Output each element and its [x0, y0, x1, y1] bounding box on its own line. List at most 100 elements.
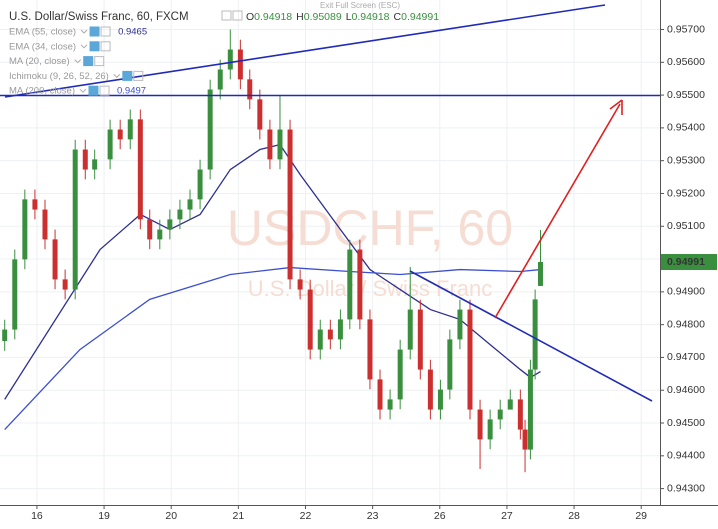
legend-icon[interactable]	[94, 56, 105, 67]
ohlc-letter: C	[394, 11, 402, 23]
legend-entry: MA (20, close)	[9, 56, 70, 67]
x-tick-label: 16	[31, 510, 43, 522]
legend-icon[interactable]	[88, 85, 99, 96]
candle-body	[487, 419, 493, 440]
candle-body	[147, 219, 153, 240]
candle-body	[522, 429, 528, 450]
legend-dropdown[interactable]	[113, 74, 121, 79]
candle-body	[127, 119, 133, 140]
candle-body	[32, 199, 38, 210]
x-tick-label: 21	[233, 510, 245, 522]
legend-icon[interactable]	[221, 10, 232, 21]
candle-body	[537, 262, 543, 286]
candle-body	[12, 259, 18, 330]
candle-body	[437, 389, 443, 410]
candle-body	[347, 249, 353, 320]
candle-body	[457, 309, 463, 340]
chart-title: U.S. Dollar/Swiss Franc, 60, FXCM	[9, 11, 189, 23]
candle-body	[177, 209, 183, 220]
candle-body	[227, 49, 233, 70]
candle-body	[217, 69, 223, 90]
ohlc-letter: L	[346, 11, 352, 23]
series	[2, 29, 543, 473]
grid	[0, 0, 660, 505]
legend-entry: EMA (34, close)	[9, 41, 76, 52]
legend-icon[interactable]	[100, 26, 111, 37]
candle-body	[532, 299, 538, 370]
y-tick-label: 0.94400	[667, 450, 705, 462]
candle-body	[107, 129, 113, 160]
candle-body	[367, 319, 373, 380]
ohlc-readout: O0.94918 H0.95089 L0.94918 C0.94991	[246, 11, 439, 23]
candle-body	[527, 369, 533, 450]
ohlc-letter: H	[296, 11, 304, 23]
last-price-label: 0.94991	[667, 256, 705, 268]
candle-body	[377, 379, 383, 410]
candle-body	[197, 169, 203, 200]
legend-value: 0.9497	[117, 86, 146, 97]
candle-body	[237, 49, 243, 80]
ohlc-value: 0.94918	[352, 11, 390, 23]
x-tick-label: 29	[635, 510, 647, 522]
candle-body	[447, 339, 453, 390]
candle-body	[22, 199, 28, 260]
candle-body	[397, 349, 403, 400]
candle-body	[157, 229, 163, 240]
candle-body	[387, 399, 393, 410]
candle-body	[317, 329, 323, 350]
legend-icon[interactable]	[99, 85, 110, 96]
ohlc-value: 0.95089	[304, 11, 342, 23]
legend-icon[interactable]	[133, 70, 144, 81]
x-tick-label: 19	[98, 510, 110, 522]
y-tick-label: 0.95600	[667, 56, 705, 68]
legend-icon[interactable]	[83, 56, 94, 67]
watermark-name: U.S. Dollar / Swiss Franc	[248, 276, 493, 301]
candle-body	[507, 399, 513, 410]
candle-body	[307, 289, 313, 350]
y-tick-label: 0.95300	[667, 154, 705, 166]
candle-body	[72, 149, 78, 290]
y-tick-label: 0.95100	[667, 220, 705, 232]
legend-entry: MA (200, close)	[9, 86, 75, 97]
y-tick-label: 0.95200	[667, 187, 705, 199]
candle-body	[42, 209, 48, 240]
ohlc-value: 0.94991	[401, 11, 439, 23]
y-tick-label: 0.94700	[667, 351, 705, 363]
legend-icon[interactable]	[89, 41, 100, 52]
legend-dropdown[interactable]	[80, 29, 88, 34]
ohlc-value: 0.94918	[254, 11, 292, 23]
candle-body	[517, 399, 523, 430]
legend-dropdown[interactable]	[74, 59, 82, 64]
candle-body	[137, 119, 143, 220]
trend-line	[409, 270, 653, 402]
x-tick-label: 20	[165, 510, 177, 522]
legend-dropdown[interactable]	[79, 88, 87, 93]
candle-body	[337, 319, 343, 340]
candle-body	[62, 279, 68, 290]
watermark: USDCHF, 60 U.S. Dollar / Swiss Franc	[227, 200, 513, 301]
legend-icon[interactable]	[89, 26, 100, 37]
candle-body	[417, 309, 423, 370]
watermark-symbol: USDCHF, 60	[227, 200, 513, 256]
legend-dropdown[interactable]	[80, 44, 88, 49]
x-tick-label: 28	[568, 510, 580, 522]
legend-icon[interactable]	[100, 41, 111, 52]
x-tick-label: 23	[367, 510, 379, 522]
drawings	[0, 4, 660, 402]
exit-fullscreen-hint: Exit Full Screen (ESC)	[320, 1, 400, 10]
y-tick-label: 0.94500	[667, 417, 705, 429]
legend-icon[interactable]	[122, 70, 133, 81]
trend-line	[4, 4, 606, 98]
x-tick-label: 27	[501, 510, 513, 522]
legend-icon[interactable]	[232, 10, 243, 21]
y-tick-label: 0.94800	[667, 318, 705, 330]
legend-value: 0.9465	[118, 27, 147, 38]
candle-body	[357, 249, 363, 320]
candle-body	[467, 309, 473, 410]
x-tick-label: 22	[300, 510, 312, 522]
candle-body	[92, 159, 98, 170]
candle-body	[52, 239, 58, 280]
candle-body	[427, 369, 433, 410]
